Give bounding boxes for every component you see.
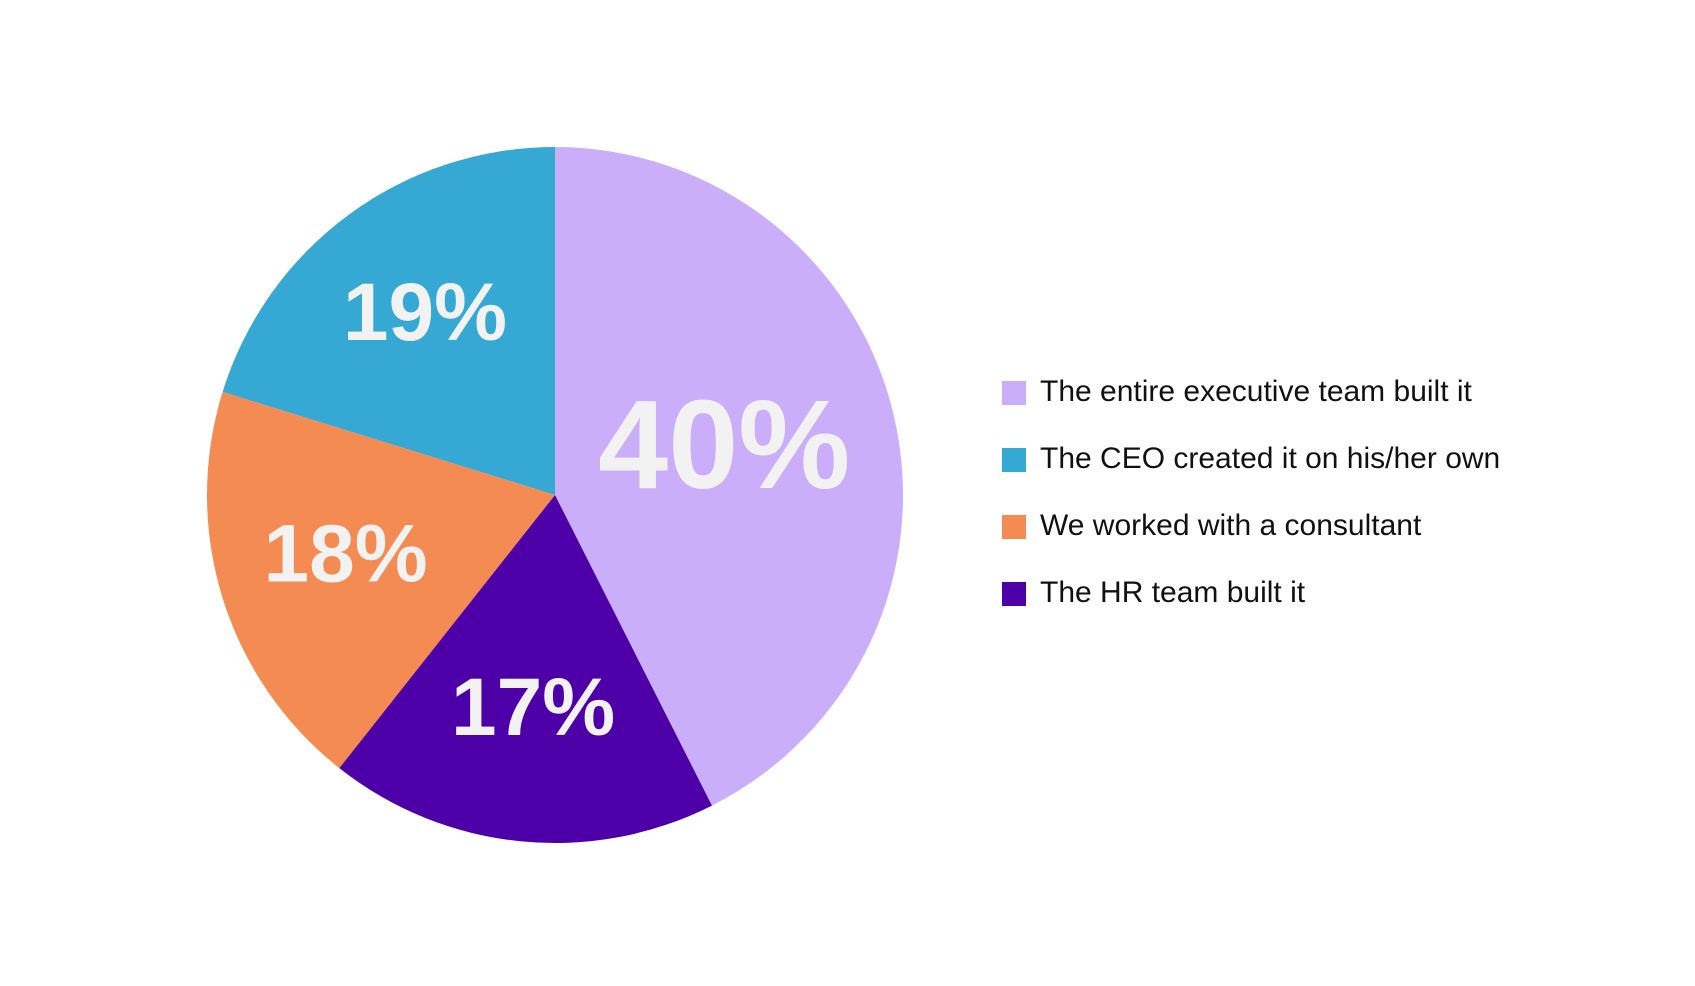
- value-label: 40%: [598, 374, 850, 515]
- legend-label: The entire executive team built it: [1040, 375, 1473, 408]
- pie-slice: [207, 391, 555, 769]
- value-label: 18%: [264, 509, 428, 600]
- legend-label: The HR team built it: [1040, 576, 1306, 609]
- pie-slice: [222, 147, 555, 495]
- pie-slice: [555, 147, 903, 806]
- value-label: 19%: [343, 267, 507, 358]
- legend-swatch: [1002, 515, 1026, 539]
- legend-swatch: [1002, 381, 1026, 405]
- legend-swatch: [1002, 582, 1026, 606]
- legend-label: The CEO created it on his/her own: [1040, 442, 1500, 475]
- legend-swatch: [1002, 448, 1026, 472]
- value-label: 17%: [451, 662, 615, 753]
- legend-label: We worked with a consultant: [1040, 509, 1422, 542]
- pie-slice: [339, 495, 712, 843]
